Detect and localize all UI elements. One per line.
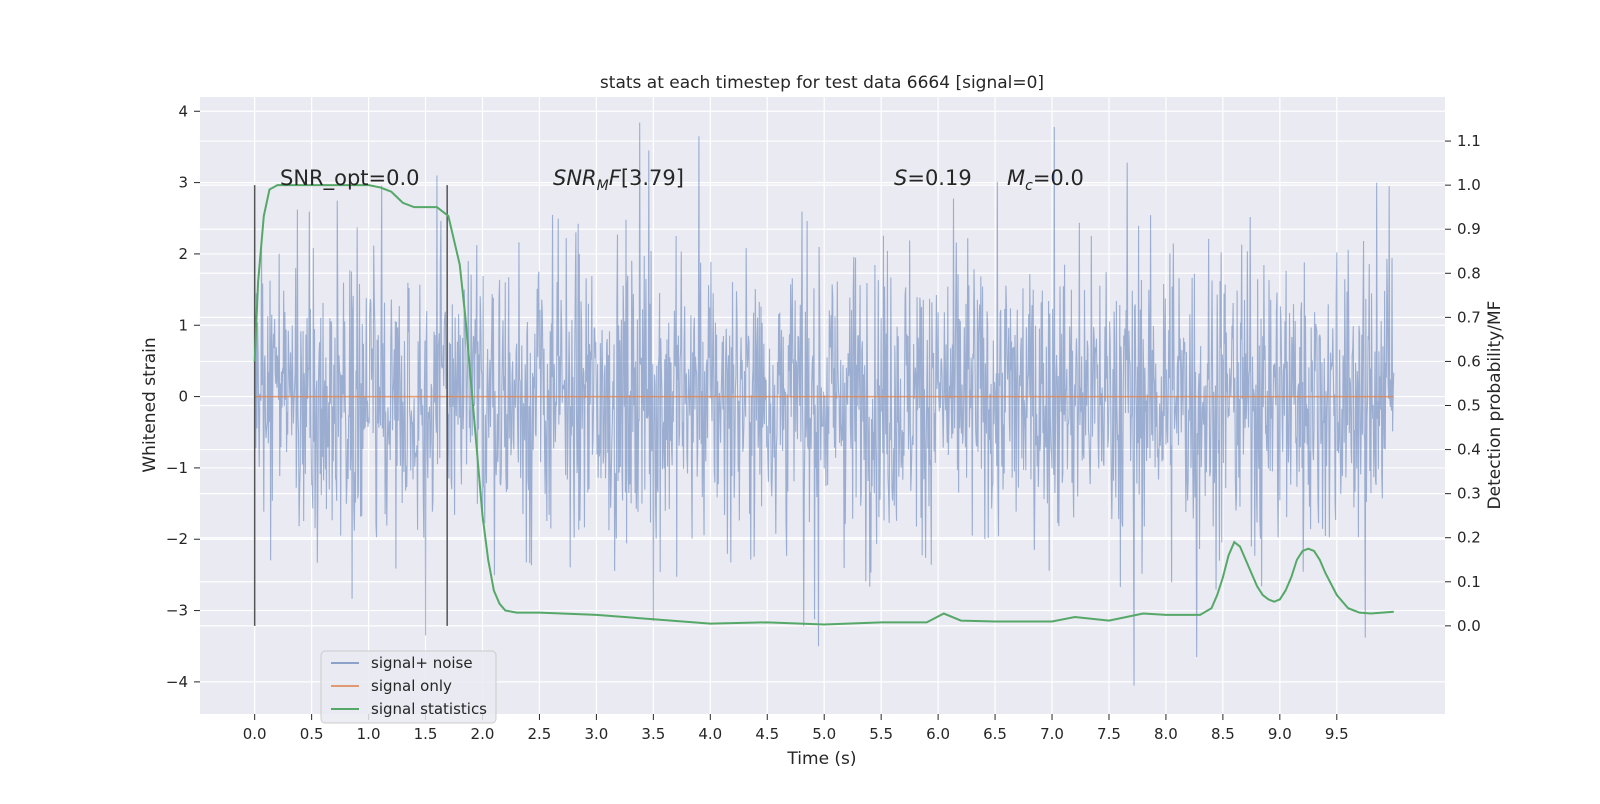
y-tick-label: 4 xyxy=(178,102,188,120)
legend-signal-label: signal only xyxy=(371,677,452,695)
y2-tick-label: 0.7 xyxy=(1457,308,1481,326)
y2-tick-label: 0.9 xyxy=(1457,220,1481,238)
y2-axis-label: Detection probability/MF xyxy=(1485,301,1505,510)
x-axis-ticks: 0.0 0.5 1.0 1.5 2.0 2.5 3.0 3.5 4.0 4.5 5.0 5.5 6.0 6… xyxy=(243,714,1349,743)
noise-series xyxy=(254,122,1395,686)
y2-tick-label: 0.5 xyxy=(1457,397,1481,415)
legend: signal+ noise signal only signal statist… xyxy=(320,650,497,724)
x-tick-label: 7.5 xyxy=(1097,725,1121,743)
x-tick-label: 1.5 xyxy=(414,725,438,743)
s-value: =0.19 xyxy=(907,166,971,190)
chart-title: stats at each timestep for test data 666… xyxy=(600,73,1044,93)
legend-stats-label: signal statistics xyxy=(371,700,487,718)
y2-tick-label: 0.8 xyxy=(1457,264,1481,282)
x-tick-label: 8.5 xyxy=(1211,725,1235,743)
y2-tick-label: 0.1 xyxy=(1457,573,1481,591)
x-tick-label: 9.5 xyxy=(1325,725,1349,743)
mc-value: =0.0 xyxy=(1033,166,1084,190)
y2-tick-label: 0.0 xyxy=(1457,617,1481,635)
y-tick-label: −2 xyxy=(166,530,188,548)
y-tick-label: 3 xyxy=(178,174,188,192)
y2-tick-label: 1.1 xyxy=(1457,132,1481,150)
snr-mf-value: [3.79] xyxy=(621,166,684,190)
x-axis-label: Time (s) xyxy=(786,749,856,769)
y-tick-label: 0 xyxy=(178,388,188,406)
x-tick-label: 0.5 xyxy=(300,725,324,743)
y-tick-label: −4 xyxy=(166,673,188,691)
legend-box xyxy=(320,650,497,724)
y-axis-label: Whitened strain xyxy=(140,337,160,472)
x-tick-label: 0.0 xyxy=(243,725,267,743)
x-tick-label: 6.0 xyxy=(926,725,950,743)
x-tick-label: 7.0 xyxy=(1040,725,1064,743)
legend-noise-label: signal+ noise xyxy=(371,654,473,672)
y-tick-label: 1 xyxy=(178,316,188,334)
marker-lines xyxy=(253,185,448,626)
y2-tick-label: 0.6 xyxy=(1457,352,1481,370)
y2-tick-label: 0.2 xyxy=(1457,529,1481,547)
y-tick-label: 2 xyxy=(178,245,188,263)
x-tick-label: 1.0 xyxy=(357,725,381,743)
x-tick-label: 3.5 xyxy=(641,725,665,743)
s-annotation: S=0.19 xyxy=(894,166,972,190)
noise-trace xyxy=(254,122,1395,686)
snr-mf-annotation: SNRMF[3.79] xyxy=(553,166,684,194)
mc-annotation: Mc=0.0 xyxy=(1007,166,1084,194)
x-tick-label: 5.5 xyxy=(869,725,893,743)
x-tick-label: 2.5 xyxy=(528,725,552,743)
y-tick-label: −1 xyxy=(166,459,188,477)
snr-opt-annotation: SNR_opt=0.0 xyxy=(280,166,420,191)
y2-tick-label: 1.0 xyxy=(1457,176,1481,194)
y2-tick-label: 0.4 xyxy=(1457,441,1481,459)
y2-axis-ticks: 0.0 0.1 0.2 0.3 0.4 0.5 0.6 0.7 0.8 0.9 1.0 1.1 xyxy=(1445,132,1481,635)
x-tick-label: 8.0 xyxy=(1154,725,1178,743)
x-tick-label: 5.0 xyxy=(812,725,836,743)
x-tick-label: 9.0 xyxy=(1268,725,1292,743)
x-tick-label: 2.0 xyxy=(471,725,495,743)
y-axis-ticks: −4 −3 −2 −1 0 1 2 3 4 xyxy=(166,102,200,691)
x-tick-label: 6.5 xyxy=(983,725,1007,743)
signal-statistics-line xyxy=(253,184,1394,626)
x-tick-label: 3.0 xyxy=(584,725,608,743)
x-tick-label: 4.5 xyxy=(755,725,779,743)
y2-tick-label: 0.3 xyxy=(1457,485,1481,503)
x-tick-label: 4.0 xyxy=(698,725,722,743)
y-tick-label: −3 xyxy=(166,602,188,620)
